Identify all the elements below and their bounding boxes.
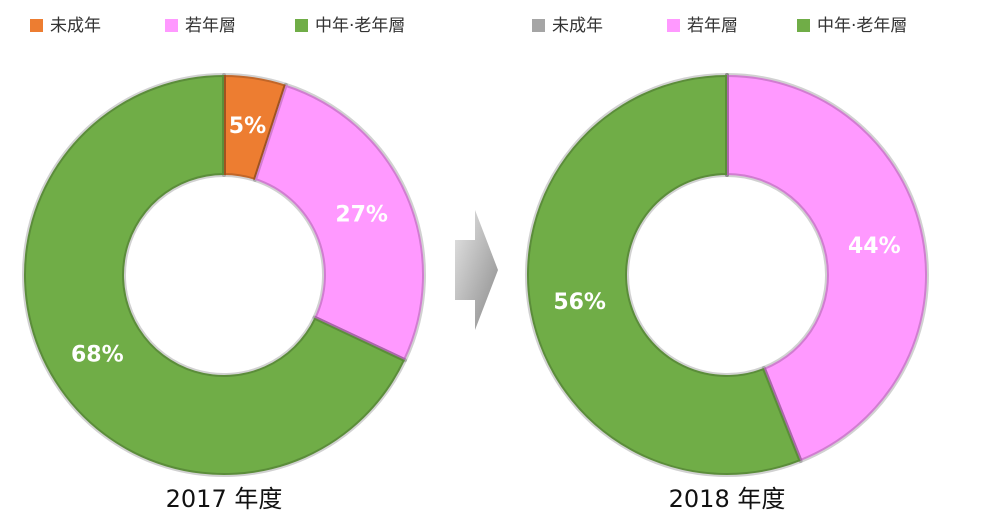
- legend-swatch: [797, 19, 810, 32]
- legend-label: 中年·老年層: [315, 16, 405, 36]
- donut-slice: [725, 73, 929, 463]
- donut-slice: [525, 73, 803, 477]
- legend-label: 若年層: [185, 16, 236, 36]
- legend-swatch: [295, 19, 308, 32]
- donut-slice: [222, 73, 288, 182]
- chart-title: 2017 年度: [166, 485, 283, 513]
- legend-label: 未成年: [552, 16, 603, 36]
- data-label: 27%: [335, 202, 388, 227]
- legend-label: 未成年: [50, 16, 101, 36]
- data-label: 56%: [553, 290, 606, 315]
- data-label: 68%: [71, 342, 124, 367]
- legend-swatch: [532, 19, 545, 32]
- legend-swatch: [30, 19, 43, 32]
- donut-slice: [22, 73, 407, 477]
- legend-label: 若年層: [687, 16, 738, 36]
- legend-label: 中年·老年層: [817, 16, 907, 36]
- legend-swatch: [667, 19, 680, 32]
- legend-swatch: [165, 19, 178, 32]
- chart-title: 2018 年度: [669, 485, 786, 513]
- data-label: 5%: [229, 114, 266, 139]
- arrow: [455, 210, 498, 330]
- donut-slice: [252, 82, 426, 363]
- data-label: 44%: [848, 234, 901, 259]
